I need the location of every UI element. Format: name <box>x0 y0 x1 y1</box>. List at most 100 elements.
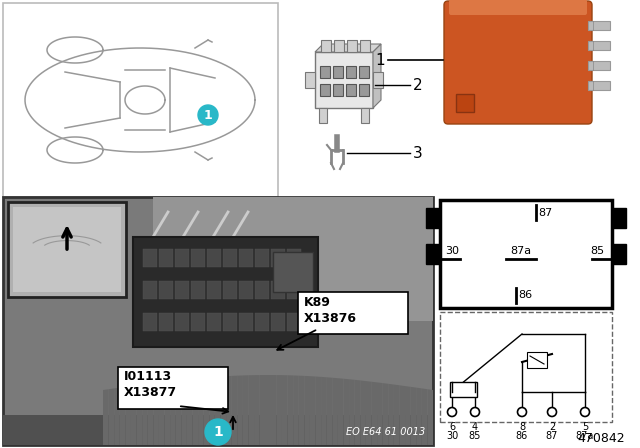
Polygon shape <box>109 388 114 445</box>
Polygon shape <box>198 378 204 445</box>
Bar <box>159 249 173 267</box>
Bar <box>426 244 440 264</box>
Bar <box>255 281 269 299</box>
Bar <box>298 292 408 334</box>
Bar <box>346 84 356 96</box>
Polygon shape <box>287 375 293 445</box>
Bar <box>527 352 547 368</box>
Polygon shape <box>232 375 237 445</box>
Text: 87a: 87a <box>511 246 532 256</box>
Bar <box>143 281 157 299</box>
Polygon shape <box>338 378 344 445</box>
Bar <box>271 281 285 299</box>
Polygon shape <box>321 377 327 445</box>
FancyBboxPatch shape <box>444 1 592 124</box>
Circle shape <box>547 408 557 417</box>
Polygon shape <box>411 387 416 445</box>
Polygon shape <box>136 384 142 445</box>
Bar <box>333 84 343 96</box>
Bar <box>255 313 269 331</box>
Polygon shape <box>131 385 136 445</box>
Bar <box>450 382 477 397</box>
Bar <box>334 40 344 52</box>
Bar <box>191 281 205 299</box>
Bar <box>3 415 433 445</box>
Bar <box>13 207 121 292</box>
Circle shape <box>470 408 479 417</box>
Polygon shape <box>315 44 381 52</box>
Text: 86: 86 <box>518 290 532 300</box>
Polygon shape <box>305 376 310 445</box>
Polygon shape <box>187 379 193 445</box>
Bar <box>273 252 313 292</box>
Bar <box>133 237 318 347</box>
Bar <box>333 66 343 78</box>
Polygon shape <box>282 375 287 445</box>
Bar <box>373 72 383 88</box>
Polygon shape <box>422 388 428 445</box>
Polygon shape <box>373 44 381 108</box>
Polygon shape <box>377 383 383 445</box>
Polygon shape <box>394 384 399 445</box>
Bar <box>175 249 189 267</box>
Polygon shape <box>220 376 226 445</box>
Polygon shape <box>355 380 360 445</box>
Polygon shape <box>405 386 411 445</box>
Circle shape <box>518 408 527 417</box>
FancyBboxPatch shape <box>449 0 587 15</box>
Text: 85: 85 <box>590 246 604 256</box>
Polygon shape <box>265 375 271 445</box>
Text: EO E64 61 0013: EO E64 61 0013 <box>346 427 425 437</box>
Polygon shape <box>181 379 187 445</box>
Bar <box>426 208 440 228</box>
Bar <box>255 249 269 267</box>
Text: 1: 1 <box>376 52 385 68</box>
Bar <box>320 66 330 78</box>
Text: 87a: 87a <box>576 431 594 441</box>
Circle shape <box>447 408 456 417</box>
Bar <box>440 200 612 308</box>
Bar <box>359 66 369 78</box>
Polygon shape <box>237 375 243 445</box>
Text: 2: 2 <box>413 78 422 92</box>
Bar <box>207 281 221 299</box>
Bar <box>271 313 285 331</box>
Text: 1: 1 <box>213 425 223 439</box>
Bar <box>346 66 356 78</box>
Bar <box>588 61 610 70</box>
Polygon shape <box>176 380 181 445</box>
Bar <box>347 40 357 52</box>
Polygon shape <box>125 386 131 445</box>
Bar <box>588 41 610 50</box>
Bar <box>223 249 237 267</box>
Bar <box>3 3 278 197</box>
Bar <box>239 313 253 331</box>
Polygon shape <box>209 377 215 445</box>
Polygon shape <box>310 376 316 445</box>
Bar <box>315 52 373 108</box>
Bar <box>612 208 626 228</box>
Bar <box>175 281 189 299</box>
Bar <box>143 313 157 331</box>
Bar <box>361 108 369 123</box>
Bar <box>191 313 205 331</box>
Bar <box>360 40 370 52</box>
Polygon shape <box>170 380 176 445</box>
Bar <box>143 249 157 267</box>
Polygon shape <box>154 383 159 445</box>
Text: 87: 87 <box>546 431 558 441</box>
Bar <box>588 21 610 30</box>
Polygon shape <box>193 378 198 445</box>
Polygon shape <box>366 381 371 445</box>
Polygon shape <box>114 388 120 445</box>
Text: 30: 30 <box>446 431 458 441</box>
Polygon shape <box>271 375 276 445</box>
Polygon shape <box>428 389 433 445</box>
Text: 4: 4 <box>472 422 478 432</box>
Bar <box>8 202 126 297</box>
Polygon shape <box>388 384 394 445</box>
Text: 30: 30 <box>445 246 459 256</box>
Circle shape <box>580 408 589 417</box>
Bar <box>305 72 315 88</box>
Polygon shape <box>360 380 366 445</box>
